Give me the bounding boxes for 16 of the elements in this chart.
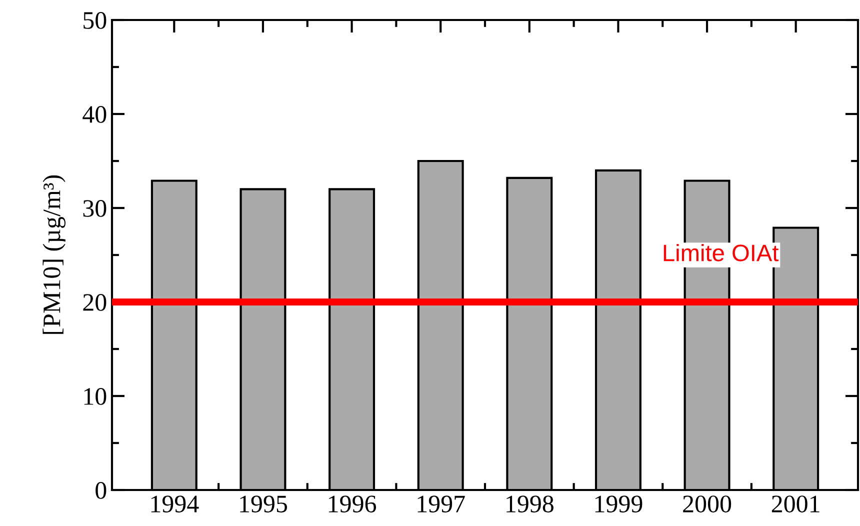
y-tick-label: 10 <box>84 388 106 405</box>
y-tick-label: 50 <box>84 12 106 29</box>
y-tick-label: 20 <box>83 294 106 311</box>
y-axis-title: [PM10] (µg/m³) <box>42 175 66 334</box>
x-tick-label: 2000 <box>683 496 732 512</box>
x-tick-label: 1996 <box>328 496 376 512</box>
x-tick-label: 1997 <box>418 496 465 512</box>
x-tick-label: 1998 <box>506 496 554 512</box>
y-tick-label: 40 <box>82 106 106 123</box>
ref-line-label: Limite OIAt <box>664 244 779 262</box>
x-tick-label: 2001 <box>772 496 820 512</box>
y-tick-label: 0 <box>96 482 106 499</box>
x-tick-label: 1995 <box>240 496 287 512</box>
y-tick-label: 30 <box>83 200 106 217</box>
x-tick-label: 1999 <box>595 496 642 512</box>
x-tick-label: 1994 <box>151 496 199 512</box>
